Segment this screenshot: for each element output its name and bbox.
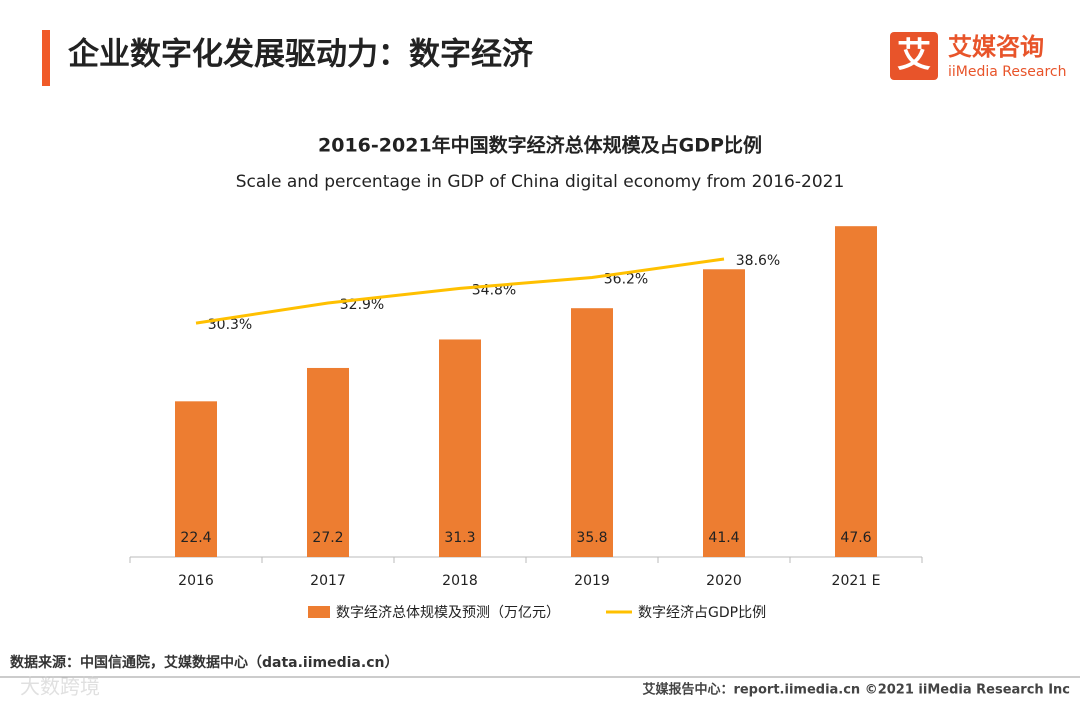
bar-label: 22.4 [180,530,211,546]
source: 数据来源：中国信通院，艾媒数据中心（data.iimedia.cn） [10,654,398,671]
bar [835,226,877,557]
bar [703,269,745,557]
legend-swatch [308,606,330,618]
bar-label: 41.4 [708,530,739,546]
x-tick-label: 2020 [706,573,742,589]
chart-title: 2016-2021年中国数字经济总体规模及占GDP比例 [318,134,762,157]
x-tick-label: 2017 [310,573,346,589]
bar-label: 35.8 [576,530,607,546]
line [195,257,725,325]
line-label: 38.6% [736,253,780,269]
bar [307,367,349,557]
x-tick-label: 2016 [178,573,214,589]
bar-label: 47.6 [840,530,871,546]
bar-label: 27.2 [312,530,343,546]
bar [175,401,217,557]
bar-label: 31.3 [444,530,475,546]
credit: 艾媒报告中心：report.iimedia.cn ©2021 iiMedia R… [642,682,1070,698]
title-accent [42,30,50,86]
logo-name-en: iiMedia Research [948,64,1067,80]
legend-label: 数字经济总体规模及预测（万亿元） [336,605,560,621]
logo-name: 艾媒咨询 [948,33,1044,61]
x-tick-label: 2019 [574,573,610,589]
bar [439,339,481,557]
page-title: 企业数字化发展驱动力：数字经济 [68,37,534,73]
x-tick-label: 2021 E [832,573,881,589]
logo-box [890,32,938,80]
x-tick-label: 2018 [442,573,478,589]
watermark: 大数跨境 [20,675,100,699]
legend-label: 数字经济占GDP比例 [638,605,766,621]
bar [571,308,613,557]
chart-subtitle: Scale and percentage in GDP of China dig… [236,172,845,192]
logo-mark: 艾 [897,36,931,76]
